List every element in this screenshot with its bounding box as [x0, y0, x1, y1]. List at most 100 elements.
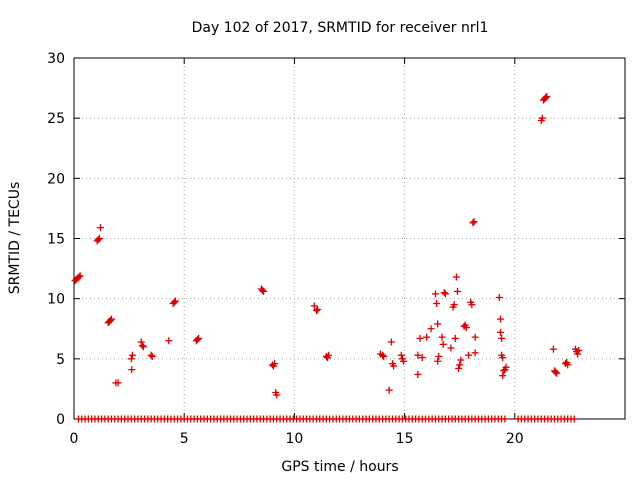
- data-point: [553, 369, 561, 377]
- data-point: [451, 334, 459, 342]
- data-point: [414, 351, 422, 359]
- data-point: [414, 370, 422, 378]
- data-point: [450, 301, 458, 309]
- data-point: [500, 367, 508, 375]
- axis-ticks: 0 5 10 15 20 25 30 0 5 10 15 20: [47, 51, 625, 447]
- data-point: [552, 368, 560, 376]
- x-tick-label: 15: [396, 431, 414, 447]
- data-point: [138, 342, 146, 350]
- data-point: [564, 361, 572, 369]
- data-point: [139, 343, 147, 351]
- data-point: [498, 334, 506, 342]
- data-point: [457, 356, 465, 364]
- data-point: [387, 338, 395, 346]
- data-point: [438, 333, 446, 341]
- data-point: [171, 297, 179, 305]
- data-point: [455, 364, 463, 372]
- data-point: [469, 219, 477, 227]
- data-point: [95, 235, 103, 242]
- data-point: [452, 273, 460, 281]
- data-point: [258, 286, 266, 294]
- y-tick-label: 15: [47, 232, 65, 248]
- data-point: [107, 315, 115, 323]
- data-point: [456, 361, 464, 369]
- data-point: [195, 334, 203, 342]
- y-tick-label: 25: [47, 111, 65, 127]
- data-point: [441, 290, 449, 298]
- data-point: [542, 94, 550, 102]
- data-point: [96, 224, 104, 232]
- data-point: [312, 307, 320, 315]
- data-point: [325, 351, 333, 359]
- data-point: [447, 344, 455, 352]
- y-axis-label: SRMTID / TECUs: [7, 182, 23, 295]
- data-point: [495, 293, 503, 301]
- y-tick-label: 30: [47, 51, 65, 67]
- data-point: [314, 305, 322, 313]
- data-point: [543, 93, 551, 101]
- data-point: [416, 334, 424, 342]
- data-point: [128, 351, 136, 359]
- data-point: [501, 415, 509, 423]
- data-point: [418, 354, 426, 362]
- data-point: [379, 351, 387, 359]
- data-point: [423, 333, 431, 341]
- data-point: [385, 386, 393, 394]
- data-point: [148, 352, 156, 360]
- data-point: [193, 336, 201, 344]
- y-tick-label: 10: [47, 292, 65, 308]
- data-point: [453, 287, 461, 295]
- data-point: [94, 236, 102, 244]
- data-point: [496, 328, 504, 336]
- data-point: [310, 302, 318, 310]
- data-point: [434, 357, 442, 365]
- data-point: [502, 363, 510, 371]
- data-points: [71, 93, 583, 423]
- data-point: [471, 333, 479, 341]
- data-point: [538, 114, 546, 122]
- data-point: [431, 290, 439, 298]
- x-tick-label: 5: [180, 431, 189, 447]
- data-point: [499, 372, 507, 380]
- data-point: [468, 301, 476, 309]
- y-tick-label: 5: [56, 352, 65, 368]
- data-point: [435, 352, 443, 360]
- y-tick-label: 0: [56, 412, 65, 428]
- data-point: [471, 349, 479, 357]
- data-point: [433, 299, 441, 307]
- data-point: [399, 357, 407, 365]
- grid-lines: [74, 58, 625, 419]
- data-point: [106, 316, 114, 324]
- data-point: [499, 354, 507, 362]
- data-point: [260, 287, 268, 295]
- data-point: [380, 352, 388, 360]
- data-point: [128, 366, 136, 374]
- data-point: [271, 360, 279, 368]
- data-point: [75, 273, 83, 281]
- data-point: [470, 218, 478, 226]
- data-point: [114, 379, 122, 387]
- data-point: [390, 362, 398, 370]
- x-axis-label: GPS time / hours: [281, 459, 398, 475]
- data-point: [127, 355, 135, 363]
- data-point: [137, 338, 145, 346]
- data-point: [439, 340, 447, 348]
- x-tick-label: 0: [70, 431, 79, 447]
- x-tick-label: 20: [506, 431, 524, 447]
- data-point: [570, 415, 578, 423]
- data-point: [574, 350, 582, 358]
- data-point: [434, 320, 442, 328]
- data-point: [147, 351, 155, 359]
- data-point: [496, 315, 504, 323]
- data-point: [465, 351, 473, 359]
- data-point: [440, 289, 448, 297]
- y-tick-label: 20: [47, 171, 65, 187]
- data-point: [549, 345, 557, 353]
- data-point: [462, 324, 470, 332]
- chart-title: Day 102 of 2017, SRMTID for receiver nrl…: [192, 20, 489, 36]
- data-point: [397, 351, 405, 359]
- data-point: [575, 346, 583, 354]
- data-point: [170, 298, 178, 306]
- x-tick-label: 10: [285, 431, 303, 447]
